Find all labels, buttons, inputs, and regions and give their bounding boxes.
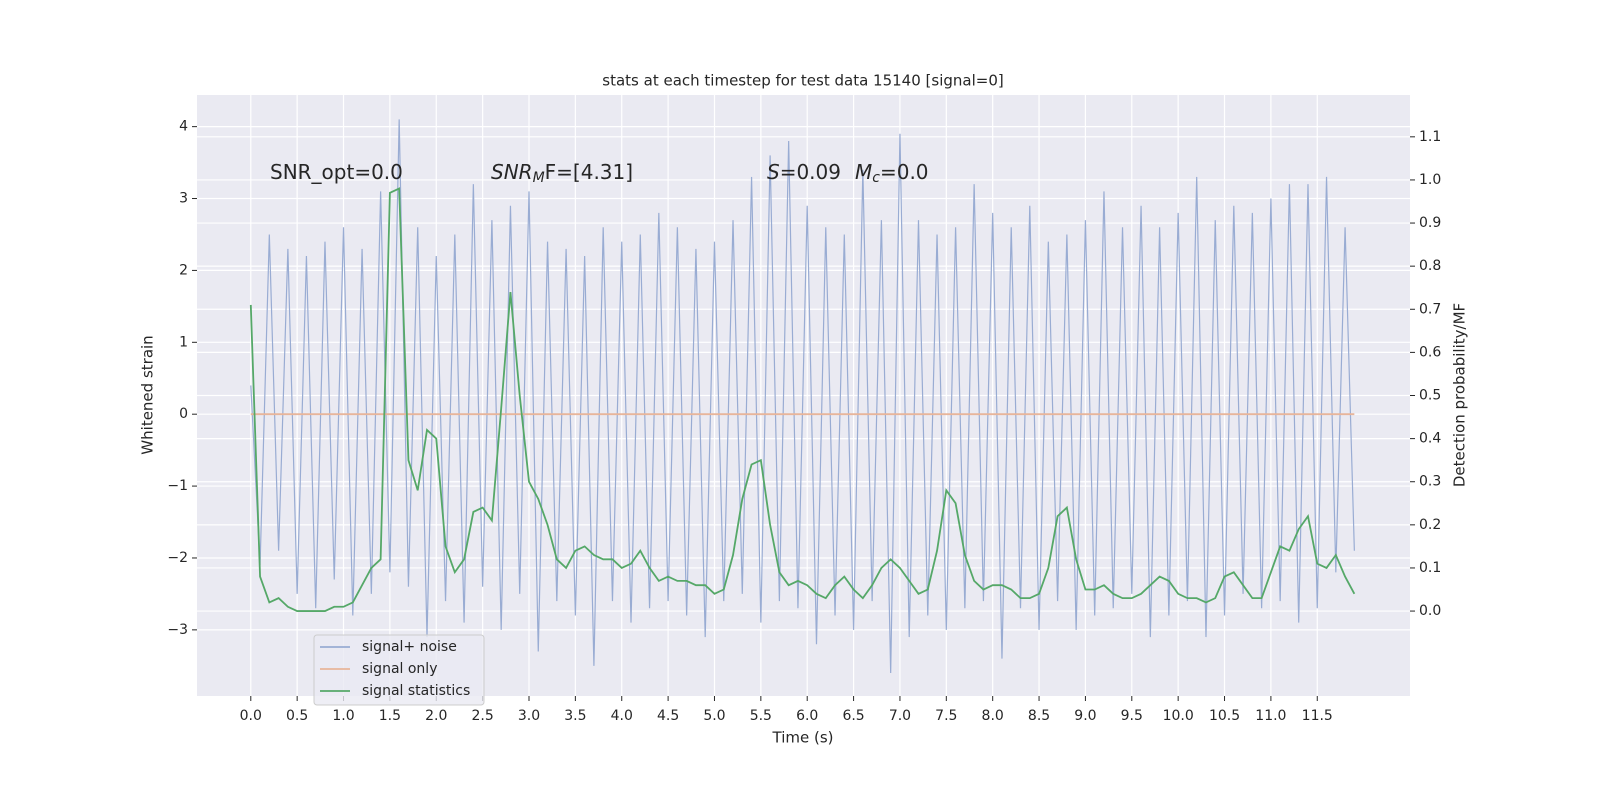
y2-tick-label: 0.3	[1419, 474, 1441, 490]
annotation-part: SNR	[491, 160, 533, 184]
annotation-part: M	[533, 170, 545, 186]
x-tick-label: 3.0	[518, 708, 540, 724]
y2-tick-label: 0.1	[1419, 560, 1441, 576]
x-axis-label: Time (s)	[772, 729, 834, 747]
x-tick-label: 2.5	[471, 708, 493, 724]
y-tick-label: 3	[179, 191, 188, 207]
x-tick-label: 5.5	[750, 708, 772, 724]
x-tick-label: 4.0	[611, 708, 633, 724]
y2-tick-label: 0.5	[1419, 388, 1441, 404]
y-tick-label: −2	[167, 550, 188, 566]
annotation-part: =0.09	[780, 160, 841, 184]
x-tick-label: 8.0	[982, 708, 1004, 724]
y2-tick-label: 1.0	[1419, 172, 1441, 188]
annotation-part: c	[872, 170, 880, 186]
x-tick-label: 6.0	[796, 708, 818, 724]
x-tick-label: 2.0	[425, 708, 447, 724]
annotation-part: S	[767, 160, 780, 184]
y2-tick-label: 0.0	[1419, 603, 1441, 619]
series-line	[249, 187, 1356, 612]
x-tick-label: 6.5	[842, 708, 864, 724]
y-tick-label: −3	[167, 622, 188, 638]
annotation-part: F=[4.31]	[545, 160, 633, 184]
x-tick-label: 4.5	[657, 708, 679, 724]
y2-axis-label: Detection probability/MF	[1451, 303, 1469, 487]
y2-tick-label: 0.9	[1419, 215, 1441, 231]
y2-tick-label: 1.1	[1419, 129, 1441, 145]
annotation-part: M	[855, 160, 872, 184]
annotation: SNRMF=[4.31]	[491, 160, 633, 187]
x-tick-label: 9.5	[1121, 708, 1143, 724]
legend-label: signal statistics	[362, 683, 470, 699]
series-line	[250, 119, 1355, 674]
x-tick-label: 10.5	[1209, 708, 1240, 724]
legend-label: signal only	[362, 661, 437, 677]
x-tick-label: 9.0	[1074, 708, 1096, 724]
x-tick-label: 11.5	[1302, 708, 1333, 724]
x-tick-label: 7.0	[889, 708, 911, 724]
y2-tick-label: 0.4	[1419, 431, 1441, 447]
x-tick-label: 11.0	[1255, 708, 1286, 724]
annotation-part: =0.0	[880, 160, 929, 184]
x-tick-label: 1.0	[332, 708, 354, 724]
annotation: SNR_opt=0.0	[270, 160, 403, 184]
x-tick-label: 0.5	[286, 708, 308, 724]
y-axis-label: Whitened strain	[139, 335, 157, 454]
x-tick-label: 8.5	[1028, 708, 1050, 724]
y-tick-label: 2	[179, 262, 188, 278]
y2-tick-label: 0.7	[1419, 301, 1441, 317]
y-tick-label: 4	[179, 119, 188, 135]
y-tick-label: −1	[167, 478, 188, 494]
x-tick-label: 5.0	[703, 708, 725, 724]
y-tick-label: 1	[179, 334, 188, 350]
annotation: S=0.09 Mc=0.0	[767, 160, 929, 187]
x-tick-label: 0.0	[240, 708, 262, 724]
y2-tick-label: 0.2	[1419, 517, 1441, 533]
legend-box	[313, 634, 485, 706]
y2-tick-label: 0.8	[1419, 258, 1441, 274]
x-tick-label: 7.5	[935, 708, 957, 724]
y-tick-label: 0	[179, 406, 188, 422]
x-tick-label: 3.5	[564, 708, 586, 724]
x-tick-label: 10.0	[1163, 708, 1194, 724]
y2-tick-label: 0.6	[1419, 344, 1441, 360]
chart-title: stats at each timestep for test data 151…	[602, 72, 1003, 90]
annotation-part: SNR_opt=0.0	[270, 160, 403, 184]
x-tick-label: 1.5	[379, 708, 401, 724]
legend-label: signal+ noise	[362, 639, 457, 655]
